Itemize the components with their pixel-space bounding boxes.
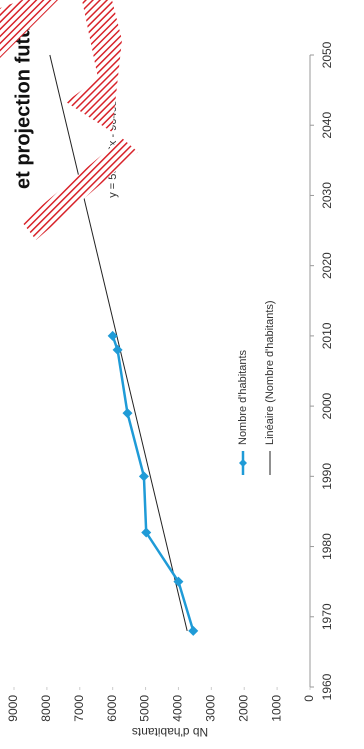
legend-label: Nombre d'habitants [237,349,249,445]
data-point [107,330,118,341]
pen-marks [0,0,138,240]
x-tick-label: 1990 [320,463,334,490]
x-tick-label: 2020 [320,252,334,279]
series-line [111,335,195,632]
data-point [138,471,149,482]
y-tick-label: 1000 [269,695,283,722]
y-tick-label: 8000 [39,695,53,722]
x-tick-label: 2040 [320,112,334,139]
y-tick-label: 4000 [171,695,185,722]
y-tick-label: 0 [302,695,316,702]
y-tick-label: 7000 [72,695,86,722]
rotated-chart: et projection future à 2 Nb d'habitants … [6,0,334,739]
y-tick-label: 9000 [6,695,20,722]
y-tick-label: 5000 [138,695,152,722]
hatch-mark [0,0,58,58]
x-tick-label: 2000 [320,392,334,419]
x-tick-label: 1970 [320,603,334,630]
x-tick-label: 1980 [320,533,334,560]
x-tick-label: 2030 [320,182,334,209]
hatch-mark [22,138,138,240]
x-tick-label: 2050 [320,41,334,68]
y-tick-label: 2000 [236,695,250,722]
y-tick-label: 3000 [204,695,218,722]
y-axis-title: Nb d'habitants [132,725,208,739]
y-tick-label: 6000 [105,695,119,722]
legend-label: Linéaire (Nombre d'habitants) [264,300,276,445]
x-tick-label: 2010 [320,322,334,349]
data-point [122,408,133,419]
trend-line [49,54,188,631]
data-point [112,344,123,355]
chart-title: et projection future à 2 [12,0,34,189]
hatch-mark [66,0,122,132]
legend-symbol [239,459,247,467]
x-tick-label: 1960 [320,673,334,700]
data-point [188,625,199,636]
data-point [141,527,152,538]
